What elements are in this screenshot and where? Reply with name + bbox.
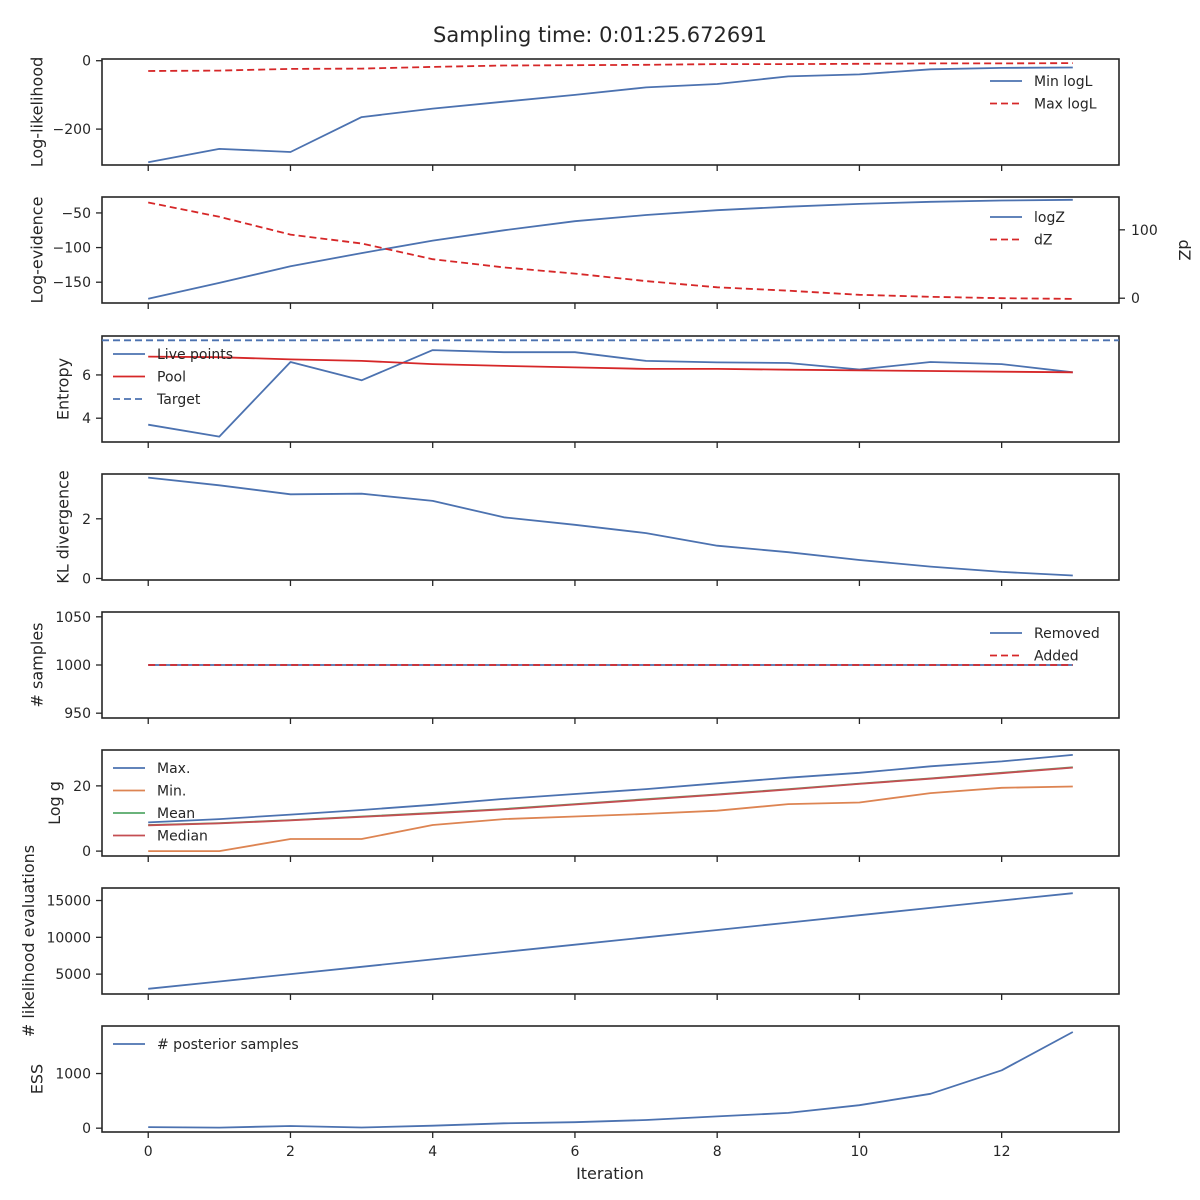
legend-label: logZ — [1034, 210, 1065, 226]
series-line-min- — [148, 785, 1073, 852]
y-tick-label-right: 0 — [1131, 291, 1140, 307]
axes-frame — [101, 58, 1120, 166]
axes-frame — [101, 335, 1120, 443]
panel-ess: 0 2 4 6 8 10 12 1000 0 ESS # posterior samples — [28, 1025, 1120, 1160]
y-tick-label: −200 — [53, 122, 91, 138]
axes-frame — [101, 749, 1120, 857]
legend: Min logL Max logL — [990, 74, 1097, 113]
legend-label: Min logL — [1034, 74, 1093, 90]
y-axis-label: Entropy — [53, 358, 72, 420]
y-tick-label: 5000 — [55, 967, 91, 983]
series-line-pool — [148, 355, 1073, 374]
y-axis-label: # likelihood evaluations — [19, 845, 38, 1037]
y-tick-label: 1000 — [55, 658, 91, 674]
axes-frame — [101, 1025, 1120, 1133]
y-tick-label: 2 — [82, 512, 91, 528]
axes-frame — [101, 473, 1120, 581]
axes-frame — [101, 196, 1120, 304]
y-tick-label: 1000 — [55, 1067, 91, 1083]
legend-label: Added — [1034, 649, 1079, 665]
legend-label: Target — [156, 392, 201, 408]
y-axis-label: # samples — [28, 623, 47, 708]
x-tick-label: 6 — [570, 1144, 579, 1160]
y-tick-label: 0 — [82, 54, 91, 70]
y-tick-label: −100 — [53, 241, 91, 257]
legend: Max. Min. Mean Median — [113, 761, 208, 845]
x-tick-label: 4 — [428, 1144, 437, 1160]
y-tick-label: 20 — [73, 779, 91, 795]
series-line-max-logl — [148, 62, 1073, 72]
legend-label: Median — [157, 829, 208, 845]
series-line — [148, 892, 1073, 990]
series-line-min-logl — [148, 66, 1073, 164]
legend-label: Removed — [1034, 626, 1100, 642]
x-axis-label: Iteration — [576, 1164, 644, 1183]
x-tick-label: 0 — [144, 1144, 153, 1160]
y-axis-label-right: dZ — [1175, 239, 1194, 260]
figure-title: Sampling time: 0:01:25.672691 — [433, 23, 767, 47]
y-axis-label: Log g — [45, 781, 64, 825]
legend-label: Pool — [157, 370, 186, 386]
legend-label: Live points — [157, 347, 233, 363]
x-tick-label: 12 — [993, 1144, 1011, 1160]
series-line — [148, 476, 1073, 577]
y-tick-label: 10000 — [46, 930, 91, 946]
panel-samples: 1050 1000 950 # samples Removed Added — [28, 610, 1120, 724]
y-tick-label: −50 — [61, 206, 91, 222]
y-tick-label: 6 — [82, 368, 91, 384]
x-tick-label: 8 — [713, 1144, 722, 1160]
legend: Live points Pool Target — [113, 347, 233, 408]
series-line-median — [148, 766, 1073, 827]
series-line-logz — [148, 198, 1073, 300]
y-axis-label: Log-likelihood — [28, 57, 47, 168]
x-tick-label: 10 — [851, 1144, 869, 1160]
series-line--posterior-samples — [148, 1031, 1074, 1129]
y-tick-label: 0 — [82, 1121, 91, 1137]
legend: logZ dZ — [990, 210, 1065, 249]
y-tick-label: 1050 — [55, 610, 91, 626]
legend: Removed Added — [990, 626, 1100, 665]
legend-label: Max logL — [1034, 97, 1097, 113]
axes-frame — [101, 887, 1120, 995]
panels: 0 −200 Log-likelihood Min logL Max logL −50 −1… — [19, 54, 1194, 1160]
legend-label: dZ — [1034, 233, 1052, 249]
series-line-max- — [148, 754, 1073, 824]
y-tick-label-right: 100 — [1131, 223, 1158, 239]
y-tick-label: 0 — [82, 572, 91, 588]
legend-label: # posterior samples — [157, 1037, 299, 1053]
y-axis-label: ESS — [28, 1064, 47, 1094]
y-tick-label: 15000 — [46, 894, 91, 910]
legend-label: Max. — [157, 761, 190, 777]
y-axis-label: KL divergence — [53, 470, 72, 583]
panel-kl: 2 0 KL divergence — [53, 470, 1120, 588]
y-axis-label: Log-evidence — [28, 197, 47, 304]
series-line-dz — [148, 201, 1073, 300]
panel-logg: 20 0 Log g Max. Min. Mean Median — [45, 749, 1120, 862]
panel-entropy: 6 4 Entropy Live points Pool Target — [53, 335, 1120, 448]
panel-loglikelihood: 0 −200 Log-likelihood Min logL Max logL — [28, 54, 1120, 171]
panel-logevidence: −50 −100 −150 0 100 dZ Log-evidence logZ dZ — [28, 196, 1194, 309]
panel-likelihood_evals: 15000 10000 5000 # likelihood evaluations — [19, 845, 1120, 1037]
x-tick-label: 2 — [286, 1144, 295, 1160]
series-line-live-points — [148, 349, 1073, 438]
y-tick-label: 4 — [82, 411, 91, 427]
legend-label: Mean — [157, 806, 195, 822]
y-tick-label: −150 — [53, 275, 91, 291]
y-tick-label: 950 — [64, 706, 91, 722]
legend-label: Min. — [157, 784, 186, 800]
legend: # posterior samples — [113, 1037, 299, 1053]
y-tick-label: 0 — [82, 844, 91, 860]
